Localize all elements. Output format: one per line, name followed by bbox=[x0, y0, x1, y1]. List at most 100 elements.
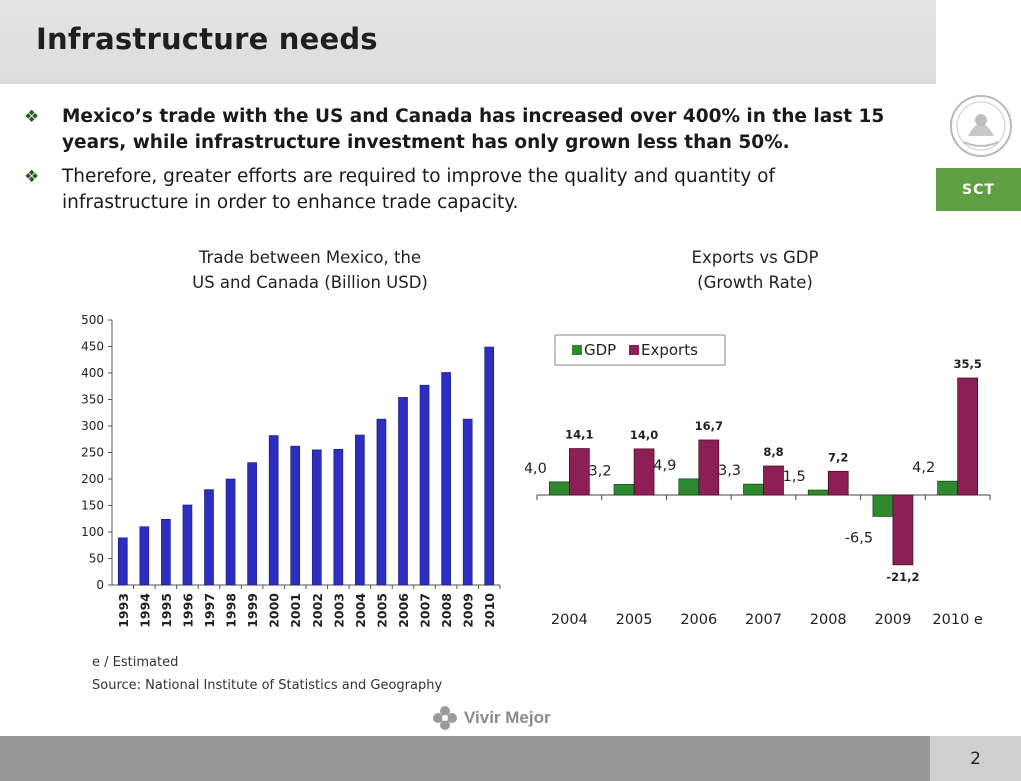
gdp-data-label: 1,5 bbox=[783, 469, 806, 485]
x-tick-label: 1999 bbox=[245, 593, 260, 628]
trade-bar bbox=[419, 384, 430, 586]
trade-bar bbox=[139, 526, 150, 586]
x-tick-label: 2008 bbox=[810, 612, 847, 628]
gdp-bar bbox=[549, 481, 570, 496]
exports-data-label: 35,5 bbox=[953, 357, 981, 371]
x-tick-label: 1997 bbox=[202, 593, 217, 628]
flower-logo-icon bbox=[433, 706, 457, 730]
exports-bar bbox=[633, 448, 655, 496]
y-tick-label: 400 bbox=[81, 366, 104, 380]
legend-gdp-label: GDP bbox=[584, 341, 616, 359]
vivir-mejor-logo: Vivir Mejor bbox=[432, 705, 551, 731]
x-tick-label: 2005 bbox=[374, 593, 389, 628]
page-title: Infrastructure needs bbox=[36, 22, 378, 56]
gdp-bar bbox=[872, 494, 894, 517]
y-tick-label: 50 bbox=[89, 552, 104, 566]
trade-bar bbox=[355, 434, 365, 586]
gdp-bar bbox=[678, 478, 700, 496]
x-tick-label: 1996 bbox=[180, 593, 195, 628]
trade-bar bbox=[117, 537, 128, 586]
x-tick-label: 2010 e bbox=[932, 612, 983, 628]
gdp-data-label: 4,9 bbox=[653, 458, 676, 474]
exports-bar bbox=[957, 377, 978, 496]
x-tick-label: 2009 bbox=[874, 612, 911, 628]
growth-chart-title: Exports vs GDP (Growth Rate) bbox=[625, 245, 885, 295]
gdp-bar bbox=[937, 480, 958, 496]
exports-data-label: 8,8 bbox=[763, 445, 783, 459]
exports-data-label: 16,7 bbox=[695, 419, 723, 433]
x-tick-label: 1994 bbox=[137, 593, 152, 628]
bullet-text: Mexico’s trade with the US and Canada ha… bbox=[62, 106, 885, 153]
title-bar bbox=[0, 0, 936, 84]
legend-exports-label: Exports bbox=[641, 341, 698, 359]
x-tick-label: 2003 bbox=[331, 593, 346, 628]
trade-bar bbox=[161, 518, 171, 586]
y-tick-label: 150 bbox=[81, 499, 104, 513]
x-tick-label: 2004 bbox=[551, 612, 588, 628]
exports-bar bbox=[892, 494, 914, 566]
legend-exports-swatch bbox=[629, 345, 639, 355]
trade-bar bbox=[376, 418, 387, 586]
gdp-bar bbox=[613, 484, 635, 496]
growth-chart-title-line2: (Growth Rate) bbox=[697, 273, 813, 292]
gdp-data-label: -6,5 bbox=[845, 530, 873, 546]
y-tick-label: 350 bbox=[81, 393, 104, 407]
y-tick-label: 250 bbox=[81, 446, 104, 460]
footer-bar bbox=[0, 736, 930, 781]
legend-box bbox=[554, 334, 726, 366]
gdp-data-label: 3,3 bbox=[718, 463, 741, 479]
bullet-list: ❖ Mexico’s trade with the US and Canada … bbox=[24, 104, 904, 224]
gdp-data-label: 3,2 bbox=[589, 463, 612, 479]
y-tick-label: 300 bbox=[81, 419, 104, 433]
x-tick-label: 2002 bbox=[310, 593, 325, 628]
exports-bar bbox=[569, 448, 590, 496]
exports-bar bbox=[827, 470, 849, 496]
gdp-data-label: 4,2 bbox=[912, 460, 935, 476]
x-tick-label: 2006 bbox=[680, 612, 717, 628]
exports-bar bbox=[763, 465, 784, 496]
trade-bar bbox=[333, 449, 344, 586]
trade-bar-chart: 0 50 100 150 200 250 300 350 400 450 500 1993 1994 19… bbox=[60, 308, 510, 648]
x-tick-label: 1993 bbox=[116, 593, 131, 628]
estimated-footnote: e / Estimated bbox=[92, 655, 179, 670]
bullet-item: ❖ Therefore, greater efforts are require… bbox=[24, 164, 904, 216]
gdp-bar bbox=[807, 489, 829, 496]
y-tick-label: 100 bbox=[81, 525, 104, 539]
legend-gdp-swatch bbox=[572, 345, 582, 355]
exports-data-label: 14,0 bbox=[630, 428, 658, 442]
x-tick-label: 1995 bbox=[159, 593, 174, 628]
y-tick-label: 450 bbox=[81, 340, 104, 354]
trade-bar bbox=[182, 504, 193, 586]
x-tick-label: 2004 bbox=[353, 593, 368, 628]
trade-chart-title-line2: US and Canada (Billion USD) bbox=[192, 273, 428, 292]
x-tick-label: 2000 bbox=[267, 593, 282, 628]
growth-chart-title-line1: Exports vs GDP bbox=[691, 248, 819, 267]
trade-bar bbox=[204, 489, 214, 586]
trade-bar bbox=[398, 397, 408, 586]
x-tick-label: 1998 bbox=[224, 593, 239, 628]
y-tick-label: 0 bbox=[96, 578, 104, 592]
trade-bar bbox=[268, 435, 279, 586]
sct-logo: SCT bbox=[936, 168, 1021, 211]
trade-bar bbox=[311, 449, 322, 586]
y-tick-label: 200 bbox=[81, 472, 104, 486]
x-tick-label: 2007 bbox=[745, 612, 782, 628]
exports-data-label: -21,2 bbox=[886, 570, 919, 584]
x-tick-label: 2006 bbox=[396, 593, 411, 628]
trade-bar bbox=[247, 462, 257, 586]
trade-bar bbox=[290, 445, 301, 586]
page-number: 2 bbox=[930, 736, 1021, 781]
x-tick-label: 2008 bbox=[439, 593, 454, 628]
x-tick-label: 2007 bbox=[418, 593, 433, 628]
bullet-text: Therefore, greater efforts are required … bbox=[62, 166, 775, 213]
source-footnote: Source: National Institute of Statistics… bbox=[92, 678, 443, 693]
diamond-bullet-icon: ❖ bbox=[24, 107, 40, 127]
bullet-item: ❖ Mexico’s trade with the US and Canada … bbox=[24, 104, 904, 156]
trade-chart-title-line1: Trade between Mexico, the bbox=[198, 248, 422, 267]
growth-bar-chart: 4,0 14,1 2004 3,2 14,0 2005 4,9 16,7 2006 3,3 8,8 2… bbox=[525, 334, 991, 628]
x-tick-label: 2009 bbox=[461, 593, 476, 628]
exports-data-label: 7,2 bbox=[828, 450, 848, 464]
trade-bar bbox=[441, 372, 451, 586]
trade-chart-title: Trade between Mexico, the US and Canada … bbox=[150, 245, 470, 295]
trade-bar bbox=[484, 346, 495, 586]
